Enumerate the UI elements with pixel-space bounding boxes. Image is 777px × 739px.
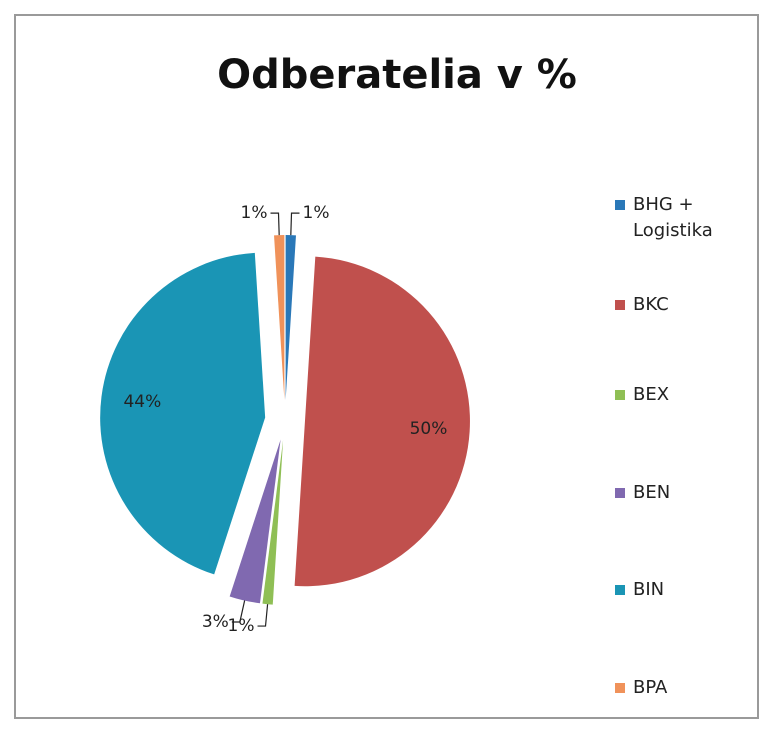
- legend-swatch: [615, 390, 625, 400]
- legend-swatch: [615, 683, 625, 693]
- leader-line: [257, 604, 269, 627]
- legend-swatch: [615, 488, 625, 498]
- data-label: 1%: [228, 616, 255, 636]
- chart-frame: [14, 14, 759, 719]
- data-label: 1%: [241, 203, 268, 223]
- legend-label: BKC: [633, 294, 669, 315]
- legend-label: BEX: [633, 384, 670, 405]
- legend-swatch: [615, 200, 625, 210]
- data-label: 50%: [410, 419, 448, 439]
- pie-slice: [229, 439, 281, 604]
- leader-line: [270, 212, 280, 236]
- legend-item: BHG + Logistika: [615, 192, 755, 244]
- leader-line: [290, 212, 300, 236]
- pie-slice: [285, 235, 296, 401]
- pie-slice: [100, 252, 266, 575]
- pie-slice: [262, 439, 284, 605]
- legend-item: BIN: [615, 577, 755, 603]
- legend-item: BEN: [615, 480, 755, 506]
- legend-item: BPA: [615, 675, 755, 701]
- chart-title: Odberatelia v %: [217, 52, 577, 98]
- legend-item: BEX: [615, 382, 755, 408]
- legend-item: BKC: [615, 292, 755, 318]
- leader-line: [231, 600, 246, 623]
- data-label: 1%: [303, 203, 330, 223]
- pie-slice: [274, 235, 285, 401]
- data-label: 44%: [123, 392, 161, 412]
- legend-label: BEN: [633, 482, 671, 503]
- legend-label: BIN: [633, 579, 665, 600]
- legend-label: BHG + Logistika: [633, 194, 713, 241]
- legend-label: BPA: [633, 677, 668, 698]
- data-label: 3%: [202, 612, 229, 632]
- legend-swatch: [615, 300, 625, 310]
- pie-slice: [294, 256, 470, 587]
- legend-swatch: [615, 585, 625, 595]
